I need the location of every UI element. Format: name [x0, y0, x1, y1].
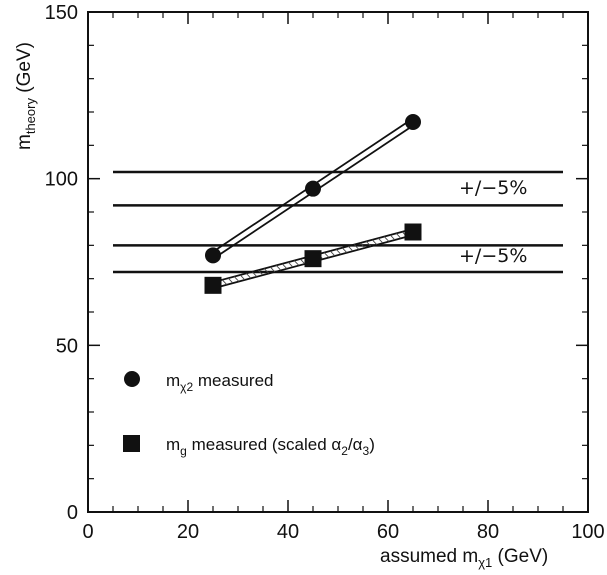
x-tick-label: 0 [82, 521, 93, 543]
series-hatch [221, 279, 228, 285]
y-tick-label: 50 [56, 335, 78, 357]
series-hatch [383, 236, 390, 242]
band-label-lower: +/−5% [459, 245, 527, 267]
series-hatch [299, 258, 306, 265]
data-point-square [404, 223, 422, 241]
series-hatch [239, 274, 246, 281]
legend-label-gluino: mg measured (scaled α2/α3) [166, 435, 375, 458]
series-hatch [341, 247, 348, 253]
series-hatch [257, 269, 264, 276]
series-hatch [227, 277, 234, 284]
data-series [204, 114, 422, 294]
legend-circle-marker [124, 371, 140, 387]
legend: mχ2 measured mg measured (scaled α2/α3) [123, 371, 375, 458]
y-tick-label: 100 [45, 169, 78, 191]
series-hatch [287, 261, 294, 268]
series-hatch [377, 237, 384, 244]
x-tick-label: 60 [377, 521, 399, 543]
series-hatch [353, 244, 360, 250]
series-hatch [233, 276, 240, 282]
series-hatch [329, 250, 336, 257]
x-tick-label: 20 [177, 521, 199, 543]
series-hatch [365, 241, 372, 247]
axis-ticks: 0 20 40 60 80 100 0 50 100 150 [45, 2, 605, 543]
series-hatch [359, 242, 366, 249]
series-hatch [371, 239, 378, 245]
data-point-circle [405, 114, 421, 130]
series-hatch [245, 273, 252, 279]
data-point-circle [205, 247, 221, 264]
y-tick-label: 0 [67, 502, 78, 524]
series-hatch [335, 249, 342, 255]
legend-label-chi2: mχ2 measured [166, 371, 273, 394]
x-tick-label: 100 [571, 521, 604, 543]
band-lines [113, 170, 563, 274]
x-axis-title: assumed mχ1 (GeV) [380, 546, 548, 570]
series-hatch [293, 260, 300, 266]
series-hatch [395, 233, 402, 239]
series-hatch [251, 271, 258, 277]
series-hatch [281, 263, 288, 269]
legend-square-marker [123, 435, 140, 452]
series-hatch [269, 266, 276, 273]
series-hatch [263, 268, 270, 274]
series-hatch [347, 245, 354, 252]
band-label-upper: +/−5% [459, 177, 527, 199]
series-hatch [275, 265, 282, 271]
x-tick-label: 40 [277, 521, 299, 543]
series-hatch [389, 234, 396, 241]
series-hatch [323, 252, 330, 258]
x-tick-label: 80 [477, 521, 499, 543]
data-point-square [304, 250, 322, 268]
y-tick-label: 150 [45, 2, 78, 24]
data-point-circle [305, 180, 321, 197]
y-axis-title: mtheory (GeV) [14, 42, 38, 150]
data-point-square [204, 276, 222, 294]
